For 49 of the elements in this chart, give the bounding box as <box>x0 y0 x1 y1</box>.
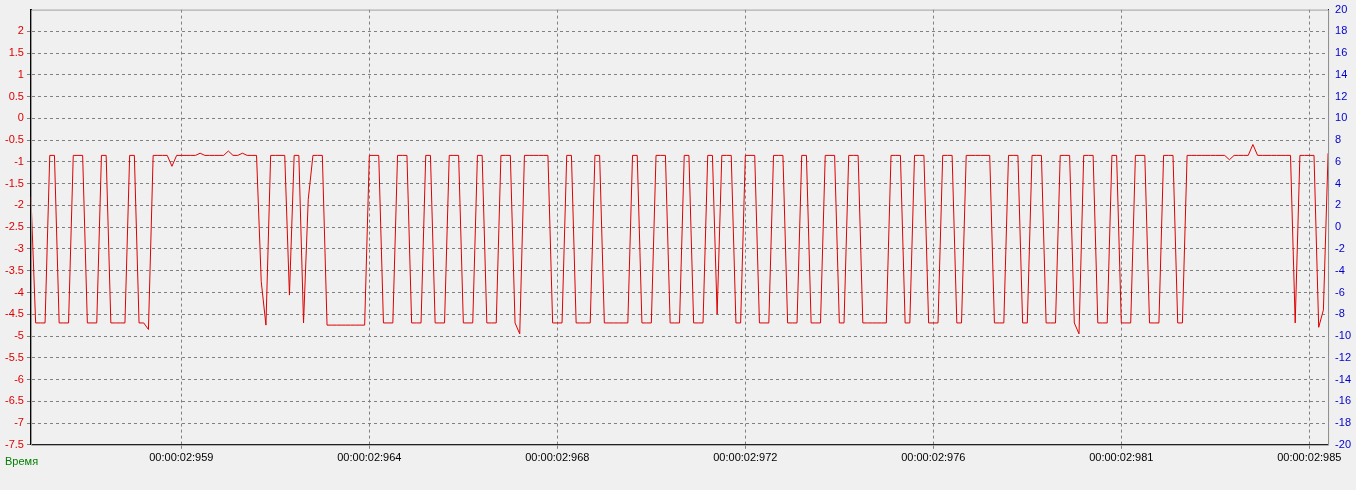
y-tick-label: -5 <box>14 329 24 342</box>
x-tick-label: 00:00:02:985 <box>1277 451 1342 464</box>
y2-tick-label: 4 <box>1335 176 1342 189</box>
x-tick-label: 00:00:02:959 <box>149 451 214 464</box>
y-tick-label: -4.5 <box>4 307 24 320</box>
y-tick-label: -2 <box>14 198 24 211</box>
y2-tick-label: -8 <box>1335 307 1345 320</box>
y2-tick-label: 2 <box>1335 198 1342 211</box>
y2-tick-label: 14 <box>1335 67 1348 80</box>
y2-tick-label: -12 <box>1335 350 1352 363</box>
y-tick-label: -3.5 <box>4 263 24 276</box>
y2-tick-label: 6 <box>1335 154 1342 167</box>
y-tick-label: -4 <box>14 285 24 298</box>
y-tick-label: 1 <box>17 67 24 80</box>
y-tick-label: -1 <box>14 154 24 167</box>
y-tick-label: 1.5 <box>8 46 24 59</box>
y-tick-label: -6.5 <box>4 394 24 407</box>
y-tick-label: -2.5 <box>4 220 24 233</box>
y-tick-label: -5.5 <box>4 350 24 363</box>
y2-tick-label: -6 <box>1335 285 1345 298</box>
y-tick-label: 0.5 <box>8 89 24 102</box>
y-tick-label: -1.5 <box>4 176 24 189</box>
y2-tick-label: 8 <box>1335 133 1342 146</box>
y2-tick-label: -4 <box>1335 263 1345 276</box>
y2-tick-label: -18 <box>1335 416 1352 429</box>
y2-tick-label: 16 <box>1335 46 1348 59</box>
y-tick-label: 2 <box>17 24 24 37</box>
y-tick-label: -7.5 <box>4 437 24 450</box>
y-tick-label: -6 <box>14 372 24 385</box>
x-axis-title: Время <box>5 454 39 467</box>
y2-tick-label: 18 <box>1335 24 1348 37</box>
y2-tick-label: -16 <box>1335 394 1352 407</box>
y-tick-label: 0 <box>17 111 24 124</box>
y2-tick-label: 10 <box>1335 111 1348 124</box>
y-tick-label: -3 <box>14 241 24 254</box>
y2-tick-label: -20 <box>1335 437 1352 450</box>
y2-tick-label: -10 <box>1335 329 1352 342</box>
y2-tick-label: -14 <box>1335 372 1352 385</box>
y2-tick-label: 20 <box>1335 2 1348 15</box>
y2-tick-label: -2 <box>1335 241 1345 254</box>
y-tick-label: -7 <box>14 416 24 429</box>
y-tick-label: -0.5 <box>4 133 24 146</box>
x-tick-label: 00:00:02:981 <box>1089 451 1154 464</box>
y2-tick-label: 0 <box>1335 220 1342 233</box>
x-tick-label: 00:00:02:972 <box>713 451 778 464</box>
y2-tick-label: 12 <box>1335 89 1348 102</box>
x-tick-label: 00:00:02:976 <box>901 451 966 464</box>
x-tick-label: 00:00:02:964 <box>337 451 402 464</box>
x-tick-label: 00:00:02:968 <box>525 451 590 464</box>
